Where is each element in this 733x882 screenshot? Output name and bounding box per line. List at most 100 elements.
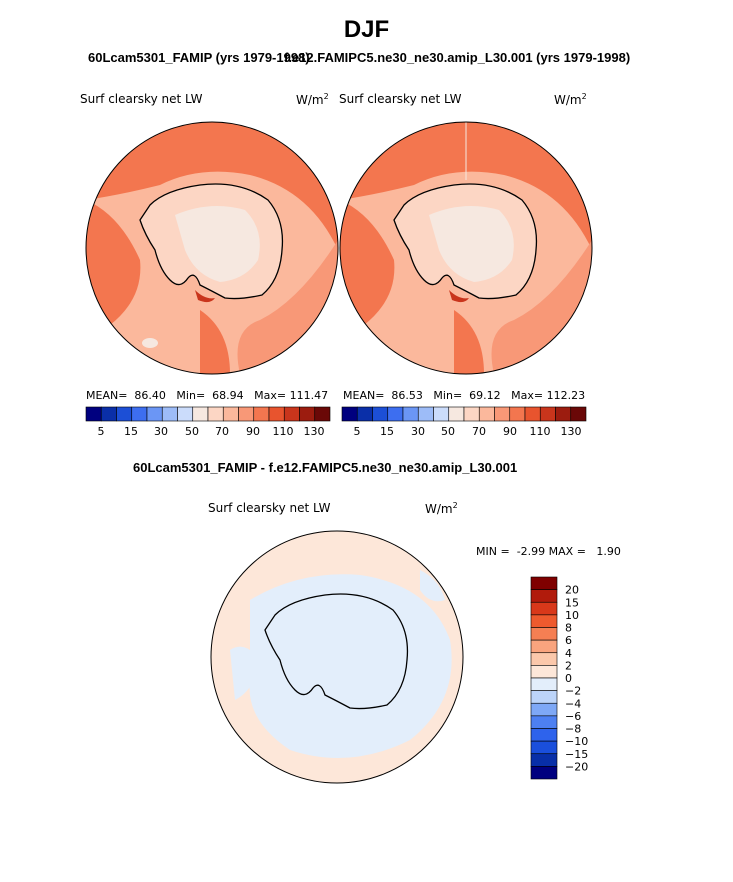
panel3-colorbar-tick-label: 15 <box>565 596 579 609</box>
panel1-colorbar-swatch <box>131 406 148 422</box>
panel2-colorbar-swatch <box>494 406 511 422</box>
panel1-band-north <box>86 122 338 250</box>
panel3-colorbar-swatch <box>530 652 558 666</box>
panel3-colorbar-swatch <box>530 728 558 742</box>
panel3-colorbar-swatch <box>530 576 558 590</box>
panel1-colorbar-swatch <box>238 406 255 422</box>
panel2-colorbar-swatch <box>448 406 465 422</box>
panel2-colorbar-swatch <box>356 406 373 422</box>
panel1-colorbar-swatch <box>161 406 178 422</box>
panel1-plateau <box>175 206 260 282</box>
panel1-mean: 86.40 <box>134 389 166 402</box>
panel2-max: 112.23 <box>546 389 586 402</box>
panel2-colorbar-swatch <box>539 406 556 422</box>
panel2-variable-label: Surf clearsky net LW <box>339 92 462 106</box>
panel3-title: 60Lcam5301_FAMIP - f.e12.FAMIPC5.ne30_ne… <box>133 460 518 475</box>
panel1-title: 60Lcam5301_FAMIP (yrs 1979-1998) <box>88 50 310 65</box>
panel3-colorbar-swatch <box>530 690 558 704</box>
panel3-colorbar-swatch <box>530 589 558 603</box>
panel2-min: 69.12 <box>469 389 501 402</box>
panel3-colorbar-tick-label: −6 <box>565 710 581 723</box>
panel2-stats: MEAN= 86.53 Min= 69.12 Max= 112.23 <box>343 389 586 402</box>
panel1-min: 68.94 <box>212 389 244 402</box>
panel1-colorbar-tick-label: 15 <box>124 425 138 438</box>
panel2-map-border <box>339 121 593 375</box>
panel3-colorbar-tick-label: 8 <box>565 622 572 635</box>
panel1-units: W/m2 <box>296 92 329 107</box>
panel1-colorbar-swatch <box>116 406 133 422</box>
panel1-colorbar-swatch <box>283 406 300 422</box>
panel3-colorbar-tick-label: −2 <box>565 685 581 698</box>
panel3-colorbar-tick-label: −4 <box>565 697 581 710</box>
panel3-negative-north <box>420 570 445 602</box>
panel3-variable-label: Surf clearsky net LW <box>208 501 331 515</box>
panel2-title: f.e12.FAMIPC5.ne30_ne30.amip_L30.001 (yr… <box>284 50 631 65</box>
panel2-mean: 86.53 <box>391 389 423 402</box>
panel2-colorbar-tick-label: 50 <box>441 425 455 438</box>
panel1-colorbar-tick-label: 110 <box>273 425 294 438</box>
panel3-colorbar-swatch <box>530 715 558 729</box>
panel3-colorbar-tick-label: 2 <box>565 659 572 672</box>
panel1-colorbar-swatch <box>100 406 117 422</box>
panel2-colorbar-tick-label: 110 <box>530 425 551 438</box>
panel2-band-north <box>340 122 592 250</box>
panel3-negative-west <box>230 646 260 700</box>
panel2-colorbar-tick-label: 15 <box>380 425 394 438</box>
panel1-colorbar: 5 15 30 50 70 90 110 130 <box>85 406 331 438</box>
panel1-colorbar-tick-label: 90 <box>246 425 260 438</box>
panel3-colorbar-swatch <box>530 740 558 755</box>
panel2-colorbar-tick-label: 70 <box>472 425 486 438</box>
panel1-colorbar-swatch <box>85 406 102 422</box>
panel3-colorbar-tick-label: 6 <box>565 634 572 647</box>
panel3-colorbar-swatch <box>530 766 558 780</box>
panel2-colorbar-swatch <box>509 406 526 422</box>
panel2-map <box>340 122 592 374</box>
panel3-colorbar-tick-label: 0 <box>565 672 572 685</box>
panel1-stats: MEAN= 86.40 Min= 68.94 Max= 111.47 <box>86 389 329 402</box>
panel1-colorbar-swatch <box>253 406 270 422</box>
panel3-colorbar-tick-label: 4 <box>565 647 572 660</box>
panel1-colorbar-swatch <box>222 406 239 422</box>
panel2-plateau <box>429 206 514 282</box>
panel2-colorbar-tick-label: 30 <box>411 425 425 438</box>
panel3-colorbar-swatch <box>530 601 558 616</box>
panel1-band-south <box>200 310 230 374</box>
panel1-colorbar-swatch <box>299 406 316 422</box>
panel1-colorbar-swatch <box>268 406 285 422</box>
panel3-colorbar-tick-label: −20 <box>565 760 588 773</box>
panel3-colorbar-tick-label: −15 <box>565 748 588 761</box>
panel2-colorbar-tick-label: 5 <box>354 425 361 438</box>
panel3-antarctica-coastline <box>264 593 409 710</box>
panel2-colorbar-swatch <box>402 406 419 422</box>
panel1-map-border <box>85 121 339 375</box>
panel3-colorbar-swatch <box>530 627 558 641</box>
panel3-map-border <box>210 530 464 784</box>
panel2-colorbar-swatch <box>463 406 480 422</box>
panel3-colorbar-tick-label: 20 <box>565 584 579 597</box>
panel3-colorbar-swatch <box>530 665 558 679</box>
panel2-colorbar-swatch <box>433 406 450 422</box>
panel2-colorbar-tick-label: 130 <box>561 425 582 438</box>
panel1-max: 111.47 <box>289 389 329 402</box>
panel3-colorbar-swatch <box>530 677 558 691</box>
panel1-colorbar-tick-label: 50 <box>185 425 199 438</box>
panel1-colorbar-swatch <box>314 406 331 422</box>
panel3-colorbar-tick-label: −10 <box>565 735 588 748</box>
panel3-colorbar-swatch <box>530 753 558 767</box>
panel2-units: W/m2 <box>554 92 587 107</box>
panel3-colorbar-swatch <box>530 639 558 654</box>
panel2-colorbar-swatch <box>417 406 434 422</box>
panel2-colorbar-swatch <box>478 406 495 422</box>
panel3-stats: MIN = -2.99 MAX = 1.90 <box>476 545 621 558</box>
panel2-ross-hotspot <box>449 290 469 303</box>
panel1-ross-hotspot <box>195 290 215 303</box>
panel1-colorbar-tick-label: 5 <box>98 425 105 438</box>
panel3-min: -2.99 <box>516 545 546 558</box>
panel3-map <box>211 531 463 783</box>
panel1-colorbar-swatch <box>207 406 224 422</box>
panel1-colorbar-swatch <box>146 406 163 422</box>
panel3-units: W/m2 <box>425 501 458 516</box>
panel1-colorbar-swatch <box>177 406 194 422</box>
